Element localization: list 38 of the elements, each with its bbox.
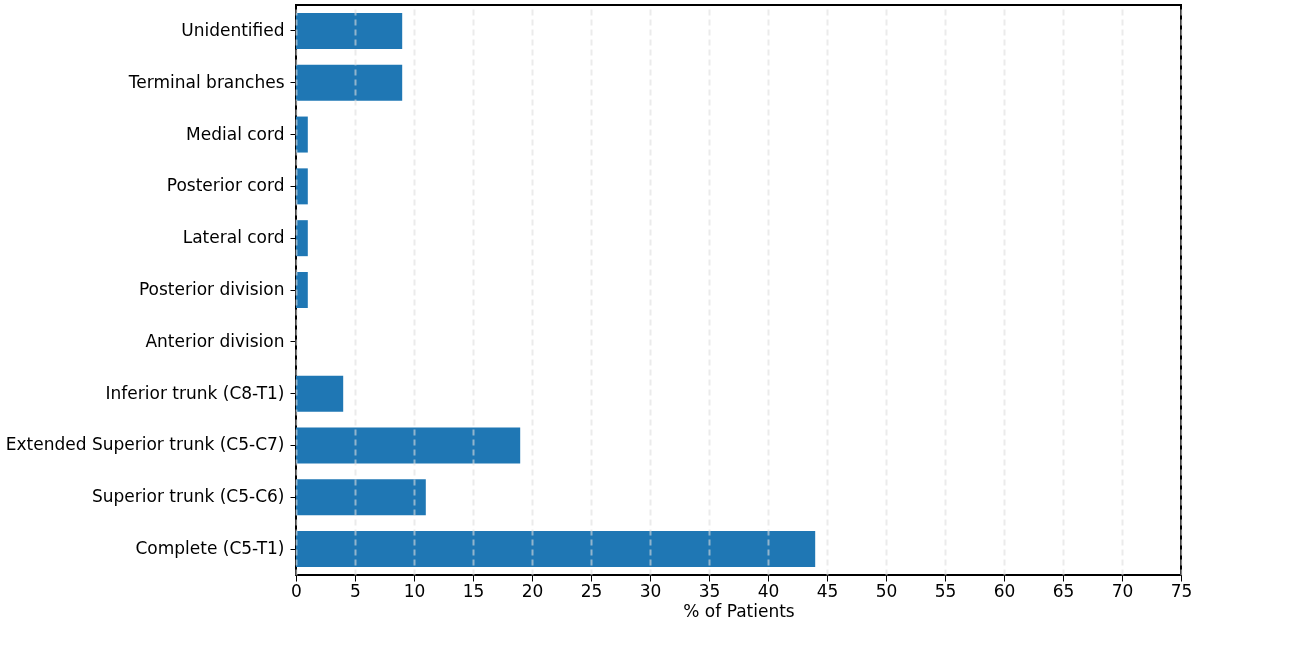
y-tick-label: Extended Superior trunk (C5-C7)	[5, 434, 285, 455]
y-tick-label: Complete (C5-T1)	[135, 538, 285, 559]
bar	[296, 427, 521, 464]
x-tick-label: 45	[816, 580, 839, 601]
x-tick-label: 5	[350, 580, 361, 601]
y-tick-label: Lateral cord	[182, 227, 285, 248]
y-tick-label: Superior trunk (C5-C6)	[91, 486, 285, 507]
bar	[296, 116, 308, 153]
bar	[296, 168, 308, 205]
x-tick-label: 0	[291, 580, 302, 601]
x-tick-label: 20	[521, 580, 544, 601]
y-tick-label: Unidentified	[181, 19, 285, 40]
y-tick-label: Medial cord	[186, 123, 285, 144]
x-tick-label: 40	[757, 580, 780, 601]
bar	[296, 375, 344, 412]
bar	[296, 272, 308, 308]
bar	[296, 12, 403, 49]
x-tick-label: 50	[875, 580, 898, 601]
x-tick-label: 10	[403, 580, 426, 601]
bar	[296, 531, 816, 568]
y-tick-label: Posterior division	[138, 279, 285, 299]
x-axis-title: % of Patients	[683, 600, 795, 621]
x-tick-label: 30	[639, 580, 662, 601]
y-tick-label: Posterior cord	[166, 175, 285, 196]
x-tick-label: 15	[462, 580, 485, 601]
bar	[296, 64, 403, 101]
y-tick-label: Anterior division	[145, 330, 285, 351]
y-tick-label: Inferior trunk (C8-T1)	[105, 382, 285, 403]
x-tick-label: 60	[993, 580, 1016, 601]
bar	[296, 220, 308, 257]
y-tick-label: Terminal branches	[127, 71, 285, 92]
x-tick-label: 65	[1052, 580, 1075, 601]
x-tick-label: 25	[580, 580, 603, 601]
x-tick-label: 35	[698, 580, 721, 601]
x-tick-label: 75	[1170, 580, 1193, 601]
x-tick-label: 55	[934, 580, 957, 601]
bar	[296, 479, 426, 516]
x-tick-label: 70	[1111, 580, 1134, 601]
